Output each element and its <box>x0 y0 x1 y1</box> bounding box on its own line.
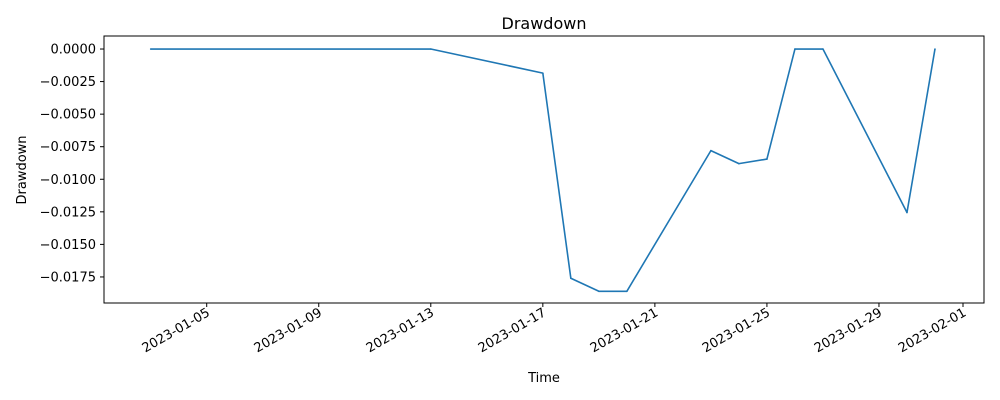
plot-frame <box>103 35 985 304</box>
y-tick-label: −0.0075 <box>40 140 96 155</box>
y-tick-label: −0.0150 <box>40 238 96 253</box>
x-tick-label: 2023-01-09 <box>252 305 325 356</box>
data-point-2023-01-17 <box>542 72 544 74</box>
data-point-2023-01-26 <box>794 48 796 50</box>
chart-title: Drawdown <box>502 14 587 33</box>
y-tick-label: −0.0050 <box>40 108 96 123</box>
x-tick-label: 2023-01-05 <box>140 305 213 356</box>
y-tick-label: −0.0125 <box>40 205 96 220</box>
data-point-2023-01-31 <box>934 48 936 50</box>
data-point-2023-01-25 <box>766 158 768 160</box>
y-tick-label: −0.0025 <box>40 75 96 90</box>
x-tick-label: 2023-02-01 <box>896 305 969 356</box>
drawdown-series-line <box>150 48 936 293</box>
y-tick-label: 0.0000 <box>51 43 97 58</box>
x-tick-label: 2023-01-17 <box>476 305 549 356</box>
data-point-2023-01-27 <box>822 48 824 50</box>
x-tick-label: 2023-01-21 <box>588 305 661 356</box>
y-tick-label: −0.0100 <box>40 173 96 188</box>
x-tick-label: 2023-01-13 <box>364 305 437 356</box>
x-tick-label: 2023-01-25 <box>700 305 773 356</box>
data-point-2023-01-24 <box>738 162 740 165</box>
data-point-2023-01-03 <box>149 48 152 50</box>
data-point-2023-01-18 <box>570 277 572 280</box>
data-point-2023-01-30 <box>906 211 908 214</box>
x-axis-label: Time <box>527 371 560 386</box>
y-tick-label: −0.0175 <box>40 270 96 285</box>
y-axis-label: Drawdown <box>15 135 30 204</box>
data-point-2023-01-23 <box>710 149 712 152</box>
data-point-2023-01-19 <box>598 290 600 293</box>
x-tick-label: 2023-01-29 <box>812 305 885 356</box>
data-point-2023-01-13 <box>429 48 432 50</box>
data-point-2023-01-20 <box>626 290 628 293</box>
